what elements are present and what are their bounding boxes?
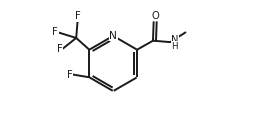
Text: F: F: [57, 44, 62, 54]
Text: F: F: [67, 70, 73, 79]
Text: N: N: [171, 35, 178, 45]
Text: F: F: [75, 11, 81, 21]
Text: H: H: [171, 42, 177, 51]
Text: F: F: [53, 27, 58, 37]
Text: O: O: [151, 11, 159, 21]
Text: N: N: [109, 31, 117, 41]
